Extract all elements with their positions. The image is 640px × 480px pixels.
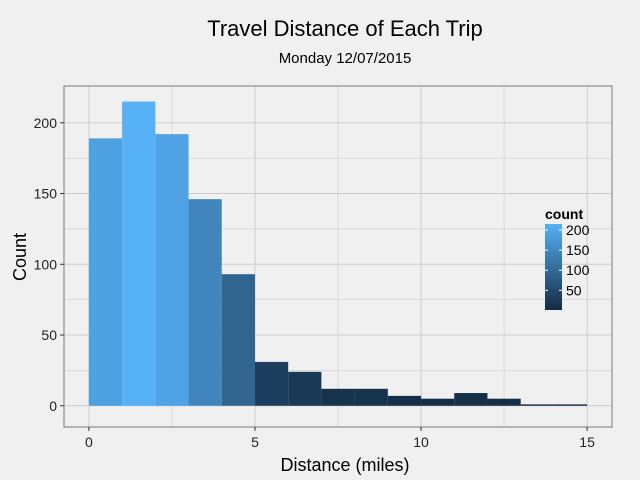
x-axis-title: Distance (miles) — [280, 455, 409, 475]
histogram-bar — [553, 404, 588, 406]
histogram-bar — [254, 361, 289, 406]
legend-title: count — [545, 206, 583, 222]
y-tick-label: 100 — [34, 256, 58, 272]
histogram-bar — [421, 398, 455, 406]
x-tick-label: 15 — [579, 434, 595, 450]
y-tick-label: 150 — [34, 186, 58, 202]
histogram-bar — [88, 138, 123, 406]
histogram-bar — [288, 371, 322, 406]
color-legend: count 50 100 150 200 — [545, 206, 590, 310]
y-tick-label: 0 — [49, 398, 57, 414]
y-tick-label: 200 — [34, 115, 58, 131]
plot-panel-border — [63, 85, 613, 428]
histogram-bar — [188, 199, 222, 406]
histogram-bar — [321, 388, 355, 406]
histogram-bar — [155, 134, 189, 406]
histogram-bar — [454, 393, 488, 406]
histogram-bar — [221, 274, 255, 406]
legend-tick-label: 50 — [566, 282, 582, 298]
legend-tick-label: 150 — [566, 242, 590, 258]
histogram-bar — [387, 395, 422, 406]
x-tick-label: 10 — [413, 434, 429, 450]
x-tick-label: 0 — [85, 434, 93, 450]
chart-title: Travel Distance of Each Trip — [207, 16, 483, 41]
histogram-bars — [88, 101, 588, 406]
histogram-bar — [122, 101, 156, 406]
chart-subtitle: Monday 12/07/2015 — [279, 50, 412, 67]
x-tick-label: 5 — [251, 434, 259, 450]
y-tick-label: 50 — [41, 327, 57, 343]
histogram-bar — [520, 404, 554, 406]
legend-colorbar — [545, 224, 562, 310]
legend-tick-label: 200 — [566, 222, 590, 238]
histogram-bar — [487, 398, 521, 406]
legend-tick-label: 100 — [566, 262, 590, 278]
y-axis-title: Count — [10, 233, 30, 281]
histogram-bar — [354, 388, 388, 406]
